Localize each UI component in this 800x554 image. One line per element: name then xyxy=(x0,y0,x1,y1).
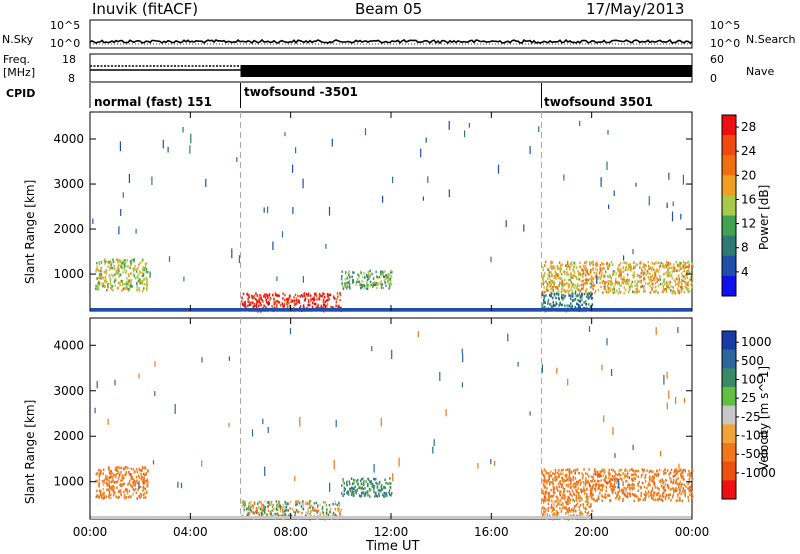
power-colorbar-seg-1 xyxy=(722,135,736,156)
power-colorbar-seg-0 xyxy=(722,115,736,136)
power-colorbar-seg-3 xyxy=(722,175,736,196)
date-title: 17/May/2013 xyxy=(586,0,685,18)
power-ytick-label-2: 3000 xyxy=(53,177,84,191)
velocity-colorbar-tick-label-2: 100 xyxy=(741,373,764,387)
power-colorbar-seg-8 xyxy=(722,275,736,297)
nave-label: Nave xyxy=(746,65,775,78)
velocity-ylabel: Slant Range [km] xyxy=(23,399,37,504)
velocity-colorbar-tick-label-1: 500 xyxy=(741,354,764,368)
cpid-segment-3: twofsound 3501 xyxy=(544,95,653,109)
velocity-colorbar-seg-8 xyxy=(722,480,736,500)
nsky-bot-tick: 10^0 xyxy=(50,37,81,50)
nave-top-tick: 60 xyxy=(710,53,724,66)
x-axis-label: Time UT xyxy=(366,539,420,554)
nave-bot-tick: 0 xyxy=(710,72,717,85)
power-data-region-2 xyxy=(340,269,393,290)
velocity-colorbar-tick-label-0: 1000 xyxy=(741,335,772,349)
power-colorbar-seg-5 xyxy=(722,215,736,237)
velocity-colorbar-seg-6 xyxy=(722,443,736,463)
velocity-colorbar-seg-3 xyxy=(722,387,736,407)
velocity-colorbar-seg-7 xyxy=(722,461,736,481)
velocity-colorbar-frame xyxy=(721,330,737,500)
velocity-data-region-0 xyxy=(95,466,149,500)
power-ytick-label-1: 2000 xyxy=(53,222,84,236)
freq-unit-label: [MHz] xyxy=(3,66,36,79)
power-colorbar-tick-label-0: 4 xyxy=(741,265,749,279)
x-tick-label-6: 00:00 xyxy=(675,525,710,539)
velocity-colorbar-tick-label-3: 25 xyxy=(741,391,756,405)
power-colorbar-tick-label-4: 20 xyxy=(741,168,756,182)
velocity-data-region-2 xyxy=(341,477,393,498)
x-tick-label-3: 12:00 xyxy=(374,525,409,539)
power-colorbar-tick-label-6: 28 xyxy=(741,120,756,134)
power-colorbar-seg-4 xyxy=(722,195,736,217)
nsky-top-tick: 10^5 xyxy=(50,19,81,32)
velocity-colorbar-tick-label-5: -100 xyxy=(741,429,768,443)
velocity-colorbar-tick-label-7: -1000 xyxy=(741,466,776,480)
nsearch-label: N.Search xyxy=(746,33,796,46)
cpid-segment-2: twofsound -3501 xyxy=(244,85,358,99)
freq-top-tick: 18 xyxy=(62,53,76,66)
power-ytick-label-3: 4000 xyxy=(53,132,84,146)
velocity-colorbar-seg-4 xyxy=(722,405,736,425)
x-tick-label-2: 08:00 xyxy=(273,525,308,539)
power-ytick-label-0: 1000 xyxy=(53,267,84,281)
freq-trace-2 xyxy=(240,65,692,77)
velocity-colorbar-seg-1 xyxy=(722,349,736,369)
nsearch-top-tick: 10^5 xyxy=(710,19,741,32)
power-colorbar-seg-2 xyxy=(722,155,736,176)
velocity-data-region-3 xyxy=(541,468,694,503)
cpid-segment-1: normal (fast) 151 xyxy=(94,95,212,109)
velocity-colorbar-label: Velocity [m s^-1] xyxy=(757,365,771,470)
power-data-region-3 xyxy=(541,260,694,295)
power-data-region-0 xyxy=(95,258,149,293)
power-colorbar-tick-label-3: 16 xyxy=(741,192,756,206)
freq-label: Freq. xyxy=(3,53,31,66)
velocity-ytick-label-0: 1000 xyxy=(53,475,84,489)
x-tick-label-1: 04:00 xyxy=(173,525,208,539)
power-colorbar-tick-label-1: 8 xyxy=(741,241,749,255)
nsky-trace xyxy=(89,38,693,45)
power-colorbar-label: Power [dB] xyxy=(757,184,771,250)
beam-title: Beam 05 xyxy=(355,0,423,18)
velocity-colorbar-tick-label-6: -500 xyxy=(741,447,768,461)
power-colorbar-seg-7 xyxy=(722,255,736,277)
velocity-ytick-label-1: 2000 xyxy=(53,429,84,443)
x-tick-label-5: 20:00 xyxy=(574,525,609,539)
x-tick-label-0: 00:00 xyxy=(73,525,108,539)
x-tick-label-4: 16:00 xyxy=(474,525,509,539)
nsky-label: N.Sky xyxy=(2,33,34,46)
station-title: Inuvik (fitACF) xyxy=(92,0,199,18)
velocity-sparse-echoes xyxy=(94,326,686,492)
power-sparse-echoes xyxy=(92,120,692,285)
velocity-colorbar-seg-2 xyxy=(722,368,736,388)
velocity-colorbar-tick-label-4: -25 xyxy=(741,410,761,424)
velocity-ytick-label-2: 3000 xyxy=(53,384,84,398)
cpid-label: CPID xyxy=(6,87,36,100)
power-ylabel: Slant Range [km] xyxy=(23,179,37,284)
nsearch-bot-tick: 10^0 xyxy=(710,37,741,50)
power-colorbar-seg-6 xyxy=(722,235,736,257)
power-colorbar-tick-label-2: 12 xyxy=(741,217,756,231)
nsky-frame xyxy=(89,19,693,49)
power-colorbar-frame xyxy=(721,114,737,297)
velocity-colorbar-seg-0 xyxy=(722,331,736,351)
power-colorbar-tick-label-5: 24 xyxy=(741,144,756,158)
velocity-colorbar-seg-5 xyxy=(722,424,736,444)
freq-bot-tick: 8 xyxy=(68,72,75,85)
velocity-ytick-label-3: 4000 xyxy=(53,338,84,352)
velocity-panel-frame xyxy=(89,317,693,520)
